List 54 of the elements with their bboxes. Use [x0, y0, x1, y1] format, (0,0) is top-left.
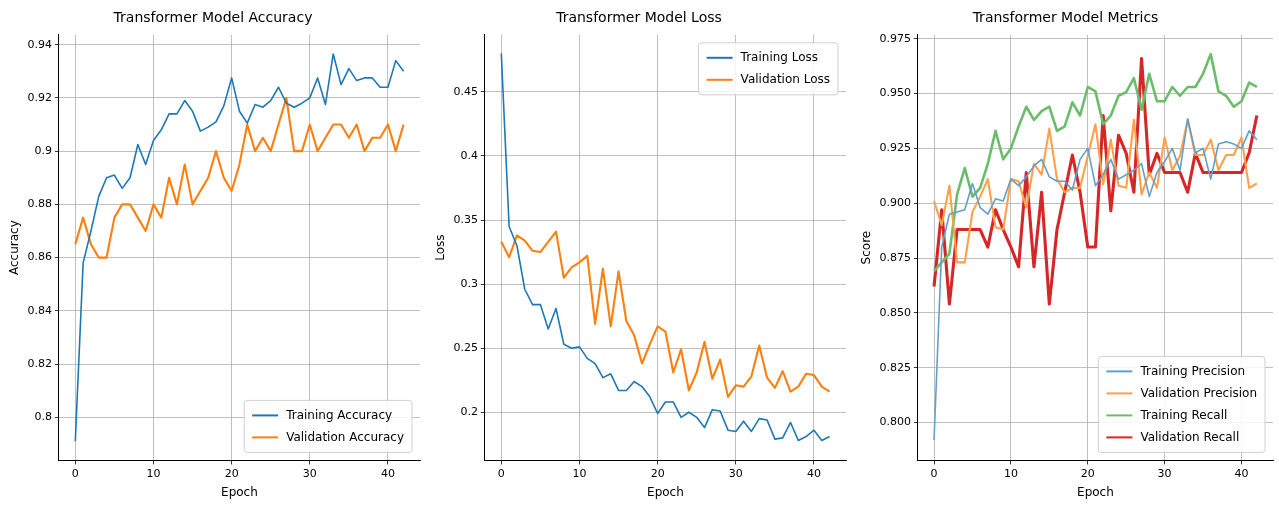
- y-tick-label: 0.9: [34, 143, 52, 157]
- y-tick-label: 0.950: [879, 86, 911, 100]
- y-tick-label: 0.800: [879, 415, 911, 429]
- legend-label: Validation Precision: [1140, 385, 1258, 400]
- x-tick-label: 40: [380, 466, 395, 480]
- legend-label: Training Accuracy: [285, 407, 393, 422]
- y-tick-label: 0.45: [453, 84, 478, 98]
- y-tick-label: 0.975: [879, 31, 911, 45]
- y-tick-label: 0.82: [27, 356, 52, 370]
- y-axis-title: Score: [859, 230, 874, 265]
- chart-title: Transformer Model Loss: [555, 9, 722, 26]
- legend-label: Training Precision: [1139, 363, 1246, 378]
- legend-label: Validation Loss: [740, 71, 830, 86]
- legend-label: Training Recall: [1139, 407, 1228, 422]
- y-tick-label: 0.4: [460, 148, 478, 162]
- x-axis-title: Epoch: [221, 484, 258, 499]
- x-tick-label: 10: [572, 466, 587, 480]
- x-tick-label: 10: [1003, 466, 1018, 480]
- y-tick-label: 0.850: [879, 305, 911, 319]
- x-tick-label: 10: [146, 466, 161, 480]
- legend-label: Training Loss: [739, 49, 819, 64]
- x-tick-label: 30: [728, 466, 743, 480]
- y-tick-label: 0.3: [460, 276, 478, 290]
- y-tick-label: 0.92: [27, 90, 52, 104]
- x-axis-title: Epoch: [647, 484, 684, 499]
- x-tick-label: 30: [302, 466, 317, 480]
- y-tick-label: 0.94: [27, 37, 52, 51]
- x-tick-label: 20: [650, 466, 665, 480]
- y-tick-label: 0.875: [879, 250, 911, 264]
- y-tick-label: 0.925: [879, 141, 911, 155]
- y-tick-label: 0.84: [27, 303, 52, 317]
- x-axis-title: Epoch: [1077, 484, 1114, 499]
- y-tick-label: 0.88: [27, 197, 52, 211]
- y-tick-label: 0.25: [453, 341, 478, 355]
- y-axis-title: Loss: [433, 234, 448, 261]
- y-tick-label: 0.2: [460, 405, 478, 419]
- y-tick-label: 0.35: [453, 212, 478, 226]
- legend-label: Validation Accuracy: [286, 429, 404, 444]
- y-axis-title: Accuracy: [7, 220, 22, 275]
- chart-title: Transformer Model Accuracy: [112, 9, 313, 26]
- y-tick-label: 0.900: [879, 196, 911, 210]
- x-tick-label: 40: [1234, 466, 1249, 480]
- x-tick-label: 20: [1080, 466, 1095, 480]
- y-tick-label: 0.8: [34, 410, 52, 424]
- x-tick-label: 30: [1157, 466, 1172, 480]
- y-tick-label: 0.86: [27, 250, 52, 264]
- x-tick-label: 40: [806, 466, 821, 480]
- x-tick-label: 0: [930, 466, 938, 480]
- x-tick-label: 0: [71, 466, 79, 480]
- x-tick-label: 0: [497, 466, 505, 480]
- x-tick-label: 20: [224, 466, 239, 480]
- y-tick-label: 0.825: [879, 360, 911, 374]
- legend-label: Validation Recall: [1140, 429, 1240, 444]
- chart-title: Transformer Model Metrics: [971, 9, 1159, 26]
